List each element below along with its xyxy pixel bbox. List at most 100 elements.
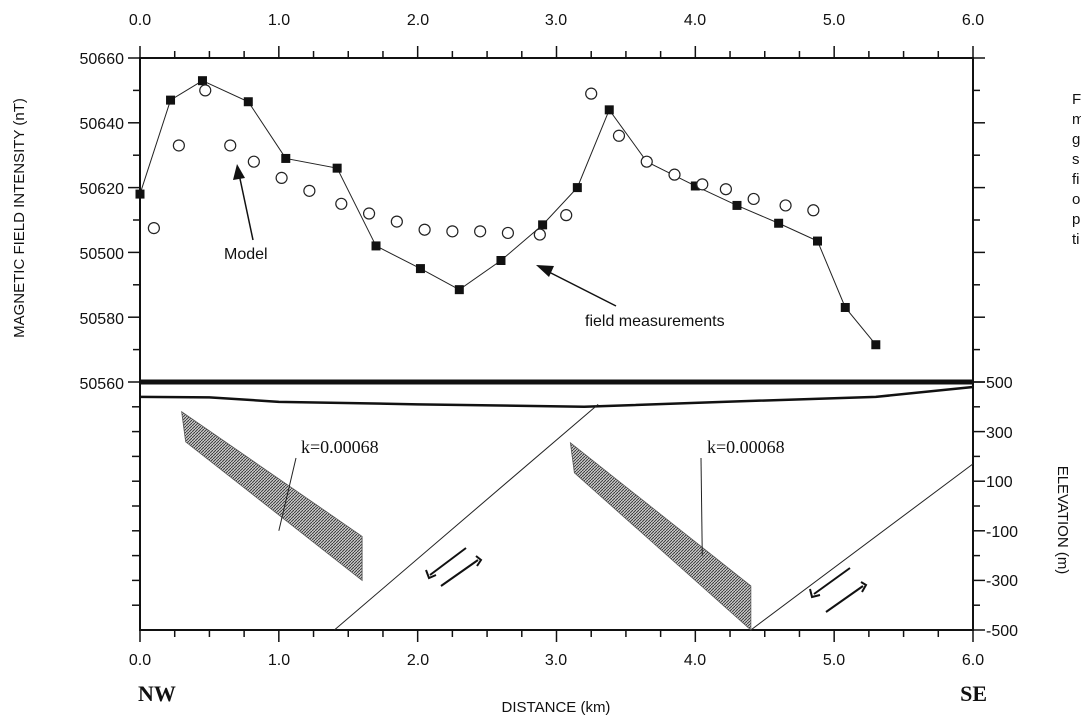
y-tick-label: 50660 [80,51,125,68]
field-measurement-point [732,201,741,210]
body-leader-line [701,458,702,556]
margin-line: fi [1072,170,1081,190]
bottom-x-tick-label: 6.0 [962,652,984,669]
elevation-tick-label: -500 [986,623,1018,640]
field-measurement-point [573,183,582,192]
model-point [697,179,708,190]
elevation-tick-label: -300 [986,573,1018,590]
y-tick-label: 50500 [80,246,125,263]
body-label-2: k=0.00068 [707,437,785,457]
top-x-tick-label: 6.0 [962,12,984,29]
elevation-axis-title: ELEVATION (m) [1054,466,1071,575]
field-measurement-point [841,303,850,312]
se-label: SE [960,681,987,706]
margin-line: s [1072,150,1081,170]
elevation-tick-label: -100 [986,524,1018,541]
model-point [391,216,402,227]
model-point [613,130,624,141]
margin-line: m [1072,110,1081,130]
model-arrowhead [233,164,245,180]
top-x-tick-label: 0.0 [129,12,151,29]
fault-arrows-2 [810,568,866,612]
margin-line: g [1072,130,1081,150]
nw-label: NW [138,681,176,706]
ground-surface-line [140,387,973,407]
field-measurements-annotation: field measurements [585,313,725,330]
body-label-1: k=0.00068 [301,437,379,457]
top-x-tick-label: 5.0 [823,12,845,29]
elevation-panel-frame [140,382,973,630]
fault-arrow-up-right [826,586,863,612]
model-point [447,226,458,237]
field-measurement-point [538,220,547,229]
model-point [200,85,211,96]
model-arrow-shaft [239,174,253,240]
right-elevation-axis: 500 300 100 -100 -300 -500 [986,375,1018,640]
field-measurements-line [140,81,876,345]
fault-arrows-1 [426,548,481,586]
field-measurement-point [281,154,290,163]
field-measurement-point [455,285,464,294]
y-tick-label: 50560 [80,376,125,393]
model-point [173,140,184,151]
axis-ticks [128,46,985,642]
fault-arrow-up-right [441,560,478,586]
model-point [225,140,236,151]
bottom-x-tick-label: 5.0 [823,652,845,669]
margin-line: F [1072,90,1081,110]
field-measurement-point [813,237,822,246]
bottom-x-axis: 0.0 1.0 2.0 3.0 4.0 5.0 6.0 [129,652,984,669]
model-point [304,185,315,196]
top-x-tick-label: 3.0 [545,12,567,29]
magnetic-bodies [182,412,751,630]
model-annotation: Model [224,246,268,263]
y-tick-label: 50620 [80,181,125,198]
top-x-tick-label: 1.0 [268,12,290,29]
margin-line: p [1072,210,1081,230]
model-point [720,184,731,195]
y-tick-label: 50580 [80,311,125,328]
x-axis-title: DISTANCE (km) [502,699,611,716]
model-point [561,210,572,221]
bottom-x-tick-label: 2.0 [407,652,429,669]
model-point [248,156,259,167]
top-x-tick-label: 2.0 [407,12,429,29]
bottom-x-tick-label: 1.0 [268,652,290,669]
margin-text: F m g s fi o p ti [1072,90,1081,250]
hatched-body [570,443,750,630]
model-point [534,229,545,240]
model-point [502,227,513,238]
field-arrowhead [536,265,554,277]
field-measurement-point [333,164,342,173]
top-x-tick-label: 4.0 [684,12,706,29]
model-point [808,205,819,216]
field-measurement-point [372,241,381,250]
elevation-tick-label: 100 [986,474,1013,491]
fault-arrow-down-left [430,548,466,575]
model-point [669,169,680,180]
magnetic-panel-frame [140,58,973,382]
model-point [586,88,597,99]
field-arrow-shaft [545,270,616,306]
field-measurement-point [136,190,145,199]
y-axis-title: MAGNETIC FIELD INTENSITY (nT) [11,98,28,338]
field-measurement-point [416,264,425,273]
field-measurement-point [198,76,207,85]
left-y-axis: 50660 50640 50620 50500 50580 50560 [80,51,125,393]
model-point [780,200,791,211]
y-tick-label: 50640 [80,116,125,133]
bottom-x-tick-label: 0.0 [129,652,151,669]
model-point [148,223,159,234]
field-measurement-point [774,219,783,228]
margin-line: ti [1072,230,1081,250]
field-measurement-point [496,256,505,265]
model-point [364,208,375,219]
field-measurement-point [605,105,614,114]
elevation-tick-label: 300 [986,425,1013,442]
model-point [748,193,759,204]
model-point [276,172,287,183]
field-measurement-point [244,97,253,106]
bottom-x-tick-label: 3.0 [545,652,567,669]
bottom-x-tick-label: 4.0 [684,652,706,669]
